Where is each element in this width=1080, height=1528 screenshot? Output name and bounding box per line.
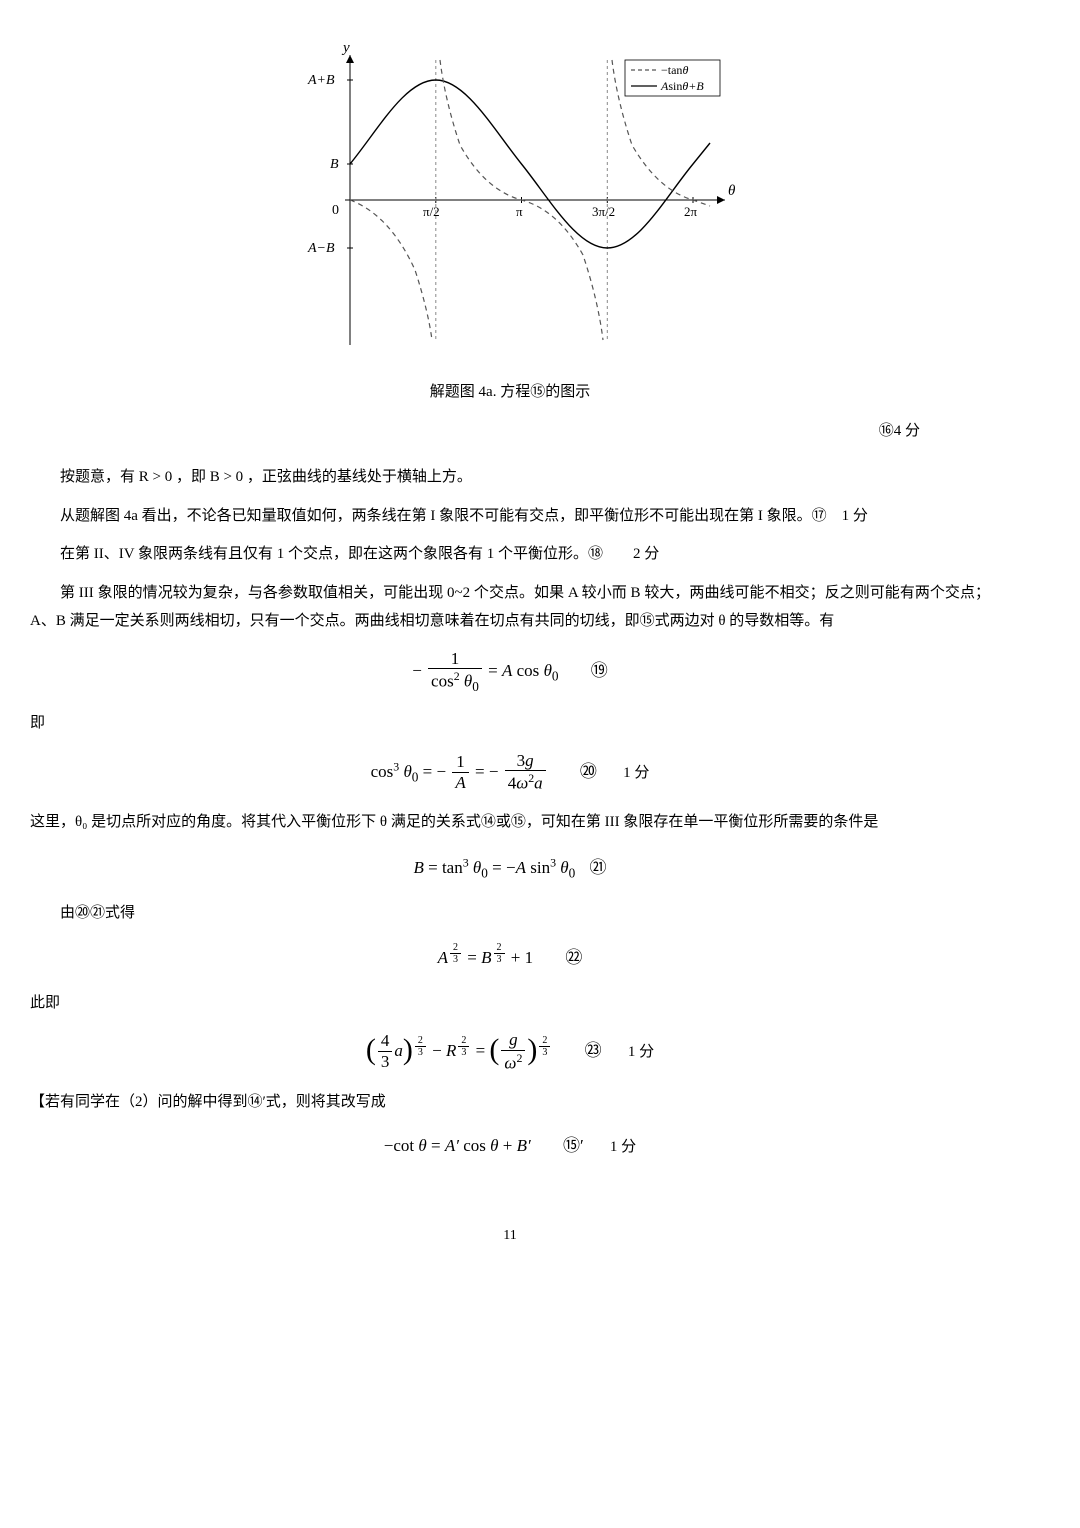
eq20-label: ⑳ <box>580 756 597 788</box>
svg-text:π: π <box>516 204 523 219</box>
eq23-expr: (43a)23 − R23 = (gω2)23 <box>366 1041 553 1060</box>
label-ji: 即 <box>30 709 990 738</box>
svg-text:B: B <box>330 157 339 172</box>
paragraph-2: 从题解图 4a 看出，不论各已知量取值如何，两条线在第 I 象限不可能有交点，即… <box>30 502 990 531</box>
figure-caption: 解题图 4a. 方程⑮的图示 <box>30 378 990 407</box>
eq20-expr: cos3 θ0 = − 1A = − 3g4ω2a <box>371 762 548 781</box>
eq21-expr: B = tan3 θ0 = −A sin3 θ0 <box>413 858 575 877</box>
paragraph-5: 这里，θ₀ 是切点所对应的角度。将其代入平衡位形下 θ 满足的关系式⑭或⑮，可知… <box>30 808 990 837</box>
eq19-label: ⑲ <box>591 655 608 687</box>
eq22-label: ㉒ <box>565 942 582 974</box>
figure-4a: y θ A+B B 0 A−B π/2 π 3π/2 2π <box>30 40 990 407</box>
svg-text:θ: θ <box>728 183 736 199</box>
eq20-score: 1 分 <box>623 759 649 788</box>
equation-21: B = tan3 θ0 = −A sin3 θ0 ㉑ <box>30 851 990 885</box>
equation-19: − 1cos2 θ0 = A cos θ0 ⑲ <box>30 650 990 696</box>
figure-svg: y θ A+B B 0 A−B π/2 π 3π/2 2π <box>280 40 740 370</box>
svg-text:A+B: A+B <box>307 73 335 88</box>
label-ciji: 此即 <box>30 989 990 1018</box>
equation-15-prime: −cot θ = A′ cos θ + B′ ⑮′ 1 分 <box>30 1130 990 1162</box>
eq15p-label: ⑮′ <box>563 1130 584 1162</box>
svg-text:A−B: A−B <box>307 241 335 256</box>
svg-text:y: y <box>341 40 350 56</box>
equation-23: (43a)23 − R23 = (gω2)23 ㉓ 1 分 <box>30 1031 990 1074</box>
svg-text:−tanθ: −tanθ <box>661 63 688 77</box>
svg-text:3π/2: 3π/2 <box>592 204 615 219</box>
eq15p-score: 1 分 <box>610 1133 636 1162</box>
svg-text:0: 0 <box>332 203 339 218</box>
paragraph-7: 【若有同学在（2）问的解中得到⑭′式，则将其改写成 <box>30 1088 990 1117</box>
svg-text:Asinθ+B: Asinθ+B <box>660 79 704 93</box>
page-number: 11 <box>30 1223 990 1250</box>
eq22-expr: A23 = B23 + 1 <box>438 948 533 967</box>
equation-20: cos3 θ0 = − 1A = − 3g4ω2a ⑳ 1 分 <box>30 752 990 795</box>
paragraph-3: 在第 II、IV 象限两条线有且仅有 1 个交点，即在这两个象限各有 1 个平衡… <box>30 540 990 569</box>
paragraph-4: 第 III 象限的情况较为复杂，与各参数取值相关，可能出现 0~2 个交点。如果… <box>30 579 990 636</box>
eq15p-expr: −cot θ = A′ cos θ + B′ <box>384 1136 531 1155</box>
score-16: ⑯4 分 <box>30 417 990 446</box>
eq21-label: ㉑ <box>590 852 607 884</box>
svg-text:π/2: π/2 <box>423 204 440 219</box>
eq23-score: 1 分 <box>628 1038 654 1067</box>
eq23-label: ㉓ <box>585 1035 602 1067</box>
svg-text:2π: 2π <box>684 204 698 219</box>
paragraph-6: 由⑳㉑式得 <box>30 899 990 928</box>
equation-22: A23 = B23 + 1 ㉒ <box>30 942 990 975</box>
eq19-expr: − 1cos2 θ0 = A cos θ0 <box>412 661 558 680</box>
paragraph-1: 按题意，有 R > 0 ，即 B > 0 ，正弦曲线的基线处于横轴上方。 <box>30 463 990 492</box>
